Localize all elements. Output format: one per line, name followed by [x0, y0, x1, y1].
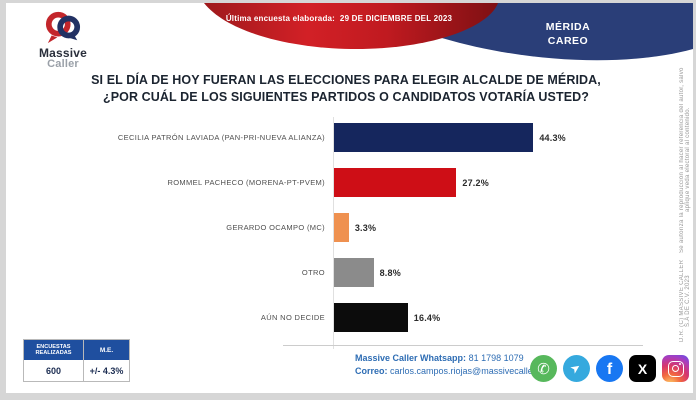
whatsapp-icon: ✆	[530, 355, 557, 382]
bar-category-label: CECILIA PATRÓN LAVIADA (PAN-PRI-NUEVA AL…	[117, 133, 325, 142]
bar	[334, 213, 349, 242]
region-badge-line1: MÉRIDA	[545, 21, 591, 33]
survey-date-label: Última encuesta elaborada:	[225, 14, 336, 23]
region-badge: MÉRIDA CAREO	[503, 20, 633, 48]
contact-whatsapp-label: Massive Caller Whatsapp:	[355, 353, 467, 363]
logo-speech-bubbles-icon	[45, 11, 81, 44]
bar-row: AÚN NO DECIDE 16.4%	[20, 295, 660, 340]
contact-info: Massive Caller Whatsapp: 81 1798 1079 Co…	[355, 352, 555, 378]
bar-value-label: 3.3%	[354, 222, 377, 233]
facebook-glyph: f	[606, 361, 613, 378]
survey-date: Última encuesta elaborada: 29 DE DICIEMB…	[224, 14, 454, 23]
copyright-legal-text: D.R. (C) MASSIVE CALLER S.A DE C.V. 2023…	[679, 65, 691, 345]
bar	[334, 303, 408, 332]
contact-email-label: Correo:	[355, 366, 388, 376]
bar-category-label: ROMMEL PACHECO (MORENA-PT-PVEM)	[167, 178, 325, 187]
x-icon: X	[629, 355, 656, 382]
bar	[334, 123, 534, 152]
bar-chart: CECILIA PATRÓN LAVIADA (PAN-PRI-NUEVA AL…	[20, 115, 660, 340]
poll-question-title: SI EL DÍA DE HOY FUERAN LAS ELECCIONES P…	[61, 72, 631, 106]
stats-header-encuestas: ENCUESTAS REALIZADAS	[24, 340, 84, 360]
sample-stats-table: ENCUESTAS REALIZADAS M.E. 600 +/- 4.3%	[23, 339, 130, 382]
facebook-icon: f	[596, 355, 623, 382]
bar-value-label: 8.8%	[379, 267, 401, 278]
legal-line1: D.R. (C) MASSIVE CALLER S.A DE C.V. 2023	[679, 259, 691, 342]
bar-category-label: GERARDO OCAMPO (MC)	[226, 223, 325, 232]
instagram-icon	[662, 355, 689, 382]
logo-text-caller: Caller	[47, 58, 79, 70]
bar-category-label: OTRO	[301, 268, 325, 277]
bar	[334, 168, 457, 197]
massive-caller-logo: Massive Caller	[28, 9, 98, 70]
stats-header-me: M.E.	[99, 346, 114, 354]
red-ribbon	[204, 3, 498, 50]
stats-value-sample-size: 600	[24, 360, 84, 381]
bar-value-label: 44.3%	[539, 132, 566, 143]
header-ribbons	[204, 3, 693, 61]
whatsapp-glyph: ✆	[537, 360, 550, 378]
telegram-icon: ➤	[563, 355, 590, 382]
contact-email: Correo: carlos.campos.riojas@massivecall…	[355, 365, 555, 378]
telegram-glyph: ➤	[567, 359, 585, 377]
contact-whatsapp-value: 81 1798 1079	[468, 353, 524, 363]
bar-row: ROMMEL PACHECO (MORENA-PT-PVEM) 27.2%	[20, 160, 660, 205]
legal-line2: Se autoriza la reproducción al hacer ref…	[679, 67, 691, 253]
chart-baseline	[333, 117, 334, 349]
stats-value-margin-error: +/- 4.3%	[89, 365, 124, 376]
bar-value-label: 27.2%	[462, 177, 489, 188]
bar-value-label: 16.4%	[413, 312, 441, 323]
region-badge-line2: CAREO	[547, 35, 589, 47]
survey-date-value: 29 DE DICIEMBRE DEL 2023	[339, 14, 453, 23]
bar-row: CECILIA PATRÓN LAVIADA (PAN-PRI-NUEVA AL…	[20, 115, 660, 160]
instagram-camera-icon	[667, 360, 684, 377]
footer-divider	[283, 345, 643, 346]
poll-question-line1: SI EL DÍA DE HOY FUERAN LAS ELECCIONES P…	[91, 73, 601, 87]
contact-whatsapp: Massive Caller Whatsapp: 81 1798 1079	[355, 352, 555, 365]
bar-row: GERARDO OCAMPO (MC) 3.3%	[20, 205, 660, 250]
poll-question-line2: ¿POR CUÁL DE LOS SIGUIENTES PARTIDOS O C…	[102, 90, 590, 104]
contact-email-value: carlos.campos.riojas@massivecaller.com	[390, 366, 555, 376]
logo-text-massive: Massive	[38, 46, 88, 60]
social-icons: ✆ ➤ f X	[530, 355, 689, 382]
x-glyph: X	[637, 360, 648, 377]
bar-row: OTRO 8.8%	[20, 250, 660, 295]
poll-infographic-page: Massive Caller Última encuesta elaborada…	[6, 3, 693, 393]
bar-category-label: AÚN NO DECIDE	[260, 313, 325, 322]
bar	[334, 258, 374, 287]
